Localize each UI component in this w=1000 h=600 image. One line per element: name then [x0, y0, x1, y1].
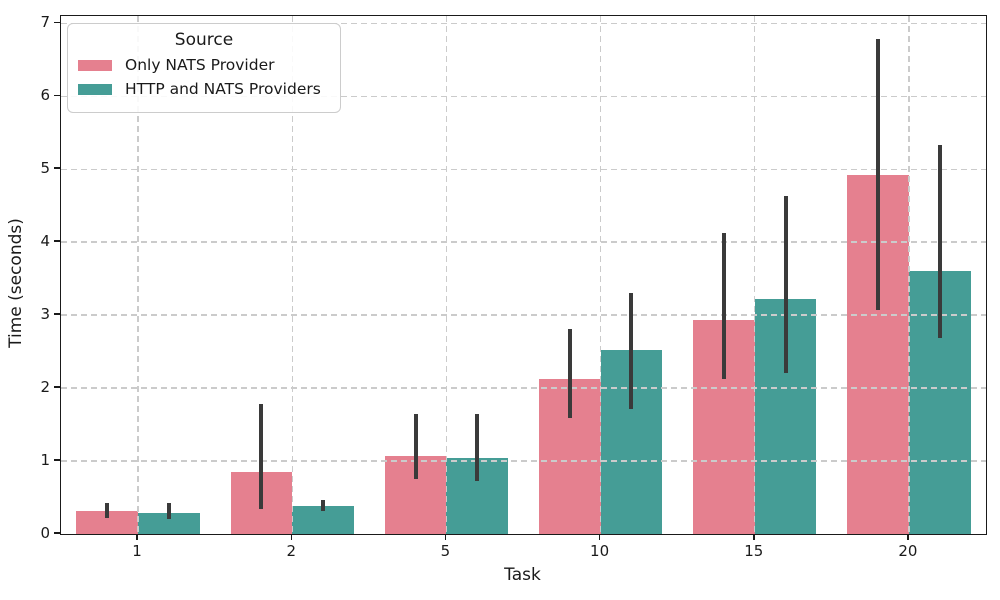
legend-title: Source [174, 30, 234, 50]
error-bar-http-nats-task-2 [321, 500, 326, 511]
legend-label-only-nats: Only NATS Provider [125, 56, 275, 74]
h-gridline-4 [61, 241, 986, 243]
bar-http-nats-task-1 [138, 512, 200, 534]
error-bar-only-nats-task-20 [876, 38, 881, 310]
plot-area [60, 15, 987, 535]
h-gridline-5 [61, 168, 986, 170]
x-tick-mark-5 [444, 534, 447, 540]
error-bar-only-nats-task-1 [105, 502, 110, 518]
x-tick-label-10: 10 [590, 542, 610, 560]
y-tick-label-6: 6 [40, 86, 50, 105]
x-tick-mark-20 [907, 534, 909, 540]
v-gridline-5 [445, 16, 448, 534]
v-gridline-1 [137, 16, 139, 534]
x-tick-mark-10 [598, 534, 601, 540]
y-tick-mark-4 [54, 240, 60, 242]
h-gridline-7 [61, 22, 986, 24]
v-gridline-20 [908, 16, 910, 534]
legend-swatch-http-nats-icon [78, 83, 112, 95]
y-tick-label-7: 7 [40, 13, 50, 32]
x-tick-label-2: 2 [286, 542, 297, 560]
v-gridline-2 [291, 16, 293, 534]
error-bar-http-nats-task-20 [937, 145, 942, 339]
h-gridline-3 [61, 314, 986, 316]
error-bar-only-nats-task-10 [567, 328, 572, 418]
x-tick-mark-1 [136, 534, 138, 540]
y-tick-label-2: 2 [40, 378, 50, 397]
y-tick-mark-3 [54, 313, 60, 315]
y-tick-label-5: 5 [40, 159, 50, 178]
x-tick-label-15: 15 [744, 542, 764, 560]
y-tick-label-0: 0 [40, 524, 50, 542]
h-gridline-1 [61, 460, 986, 462]
error-bar-http-nats-task-15 [783, 196, 788, 373]
error-bar-http-nats-task-10 [629, 292, 634, 410]
y-tick-label-3: 3 [40, 305, 50, 324]
legend-label-http-nats: HTTP and NATS Providers [125, 80, 321, 98]
y-tick-mark-5 [54, 167, 60, 169]
legend-entry-http-nats: HTTP and NATS Providers [78, 80, 330, 98]
legend: Source Only NATS Provider HTTP and NATS … [67, 23, 341, 113]
error-bar-only-nats-task-5 [413, 413, 418, 479]
y-axis-label: Time (seconds) [6, 218, 26, 348]
error-bar-only-nats-task-2 [259, 404, 264, 510]
x-tick-label-5: 5 [440, 542, 451, 560]
h-gridline-2 [61, 387, 986, 389]
bar-only-nats-task-1 [76, 511, 139, 534]
y-tick-mark-1 [54, 459, 60, 461]
y-tick-mark-7 [54, 21, 60, 24]
x-tick-mark-15 [753, 534, 755, 540]
legend-entry-only-nats: Only NATS Provider [78, 56, 330, 74]
legend-swatch-only-nats-icon [78, 59, 112, 71]
h-gridline-6 [61, 95, 986, 97]
error-bar-http-nats-task-5 [475, 414, 480, 481]
y-tick-mark-0 [54, 532, 60, 534]
y-tick-mark-2 [54, 386, 60, 388]
error-bar-only-nats-task-15 [721, 233, 726, 380]
y-tick-label-1: 1 [40, 451, 50, 470]
x-tick-label-20: 20 [898, 542, 918, 560]
x-tick-mark-2 [290, 534, 292, 540]
x-axis-label: Task [504, 565, 541, 585]
x-tick-label-1: 1 [132, 542, 142, 560]
bar-http-nats-task-2 [292, 506, 354, 534]
error-bar-http-nats-task-1 [166, 503, 171, 520]
v-gridline-15 [754, 16, 756, 534]
y-tick-mark-6 [54, 94, 60, 96]
v-gridline-10 [599, 16, 602, 534]
y-tick-label-4: 4 [40, 232, 50, 251]
plot-inner [61, 16, 986, 534]
